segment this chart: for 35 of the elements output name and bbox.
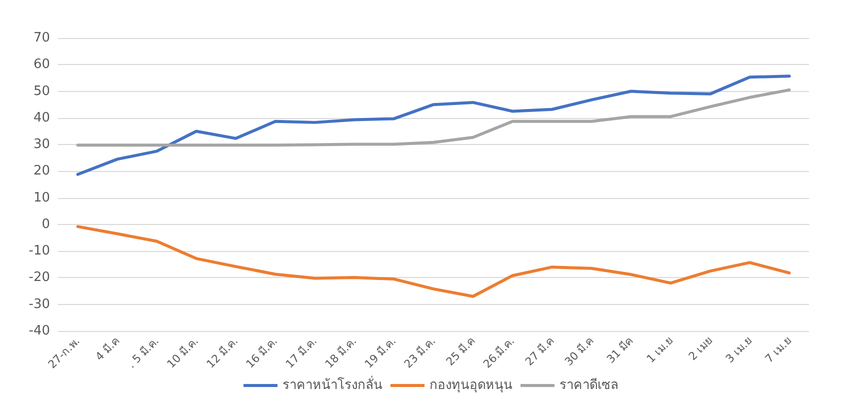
x-tick-label: 23 มี.ค.: [402, 334, 438, 371]
legend-label: ราคาดีเซล: [560, 377, 618, 393]
y-tick-label: 0: [42, 216, 50, 232]
y-tick-label: 60: [33, 57, 50, 72]
y-tick-label: -30: [28, 296, 50, 312]
y-tick-label: 20: [33, 164, 50, 179]
x-tick-label: 10 มี.ค.: [164, 334, 201, 371]
line-series: [76, 88, 791, 147]
y-tick-label: -20: [28, 270, 50, 286]
x-tick-label: 1 เม.ย: [644, 334, 676, 366]
x-tick-label: 25 มี.ค: [444, 334, 478, 368]
y-tick-label: 40: [33, 110, 50, 126]
y-tick-label: 30: [33, 137, 50, 152]
line-series: [76, 74, 791, 176]
x-tick-label: 30 มี.ค: [562, 334, 596, 368]
y-tick-label: -40: [28, 324, 50, 338]
legend-label: กองทุนอุดหนุน: [430, 378, 512, 393]
x-tick-label: 19 มี.ค.: [362, 334, 399, 371]
line-series: [76, 225, 791, 298]
x-tick-label: 12 มี.ค.: [204, 334, 240, 371]
y-tick-label: 50: [33, 84, 50, 99]
y-tick-label: 10: [33, 190, 50, 206]
x-tick-label: 7 เม.ย: [762, 334, 794, 366]
y-tick-label: -10: [28, 244, 50, 259]
x-tick-label: 27 มี.ค: [522, 334, 557, 368]
x-tick-label: 17 มี.ค.: [283, 334, 320, 371]
x-tick-label: 2 เมย: [686, 334, 715, 364]
y-tick-label: 70: [33, 30, 50, 46]
x-tick-label: 3 เม.ย: [723, 334, 754, 366]
legend-label: ราคาหน้าโรงกลั่น: [282, 376, 382, 393]
x-tick-label: . 5 มี.ค.: [125, 334, 162, 371]
x-tick-label: 31 มีค: [604, 334, 636, 366]
x-tick-label: 18 มี.ค.: [322, 334, 360, 371]
x-tick-label: 16 มี.ค.: [244, 334, 280, 371]
x-tick-label: 4 มี.ค: [92, 334, 122, 364]
